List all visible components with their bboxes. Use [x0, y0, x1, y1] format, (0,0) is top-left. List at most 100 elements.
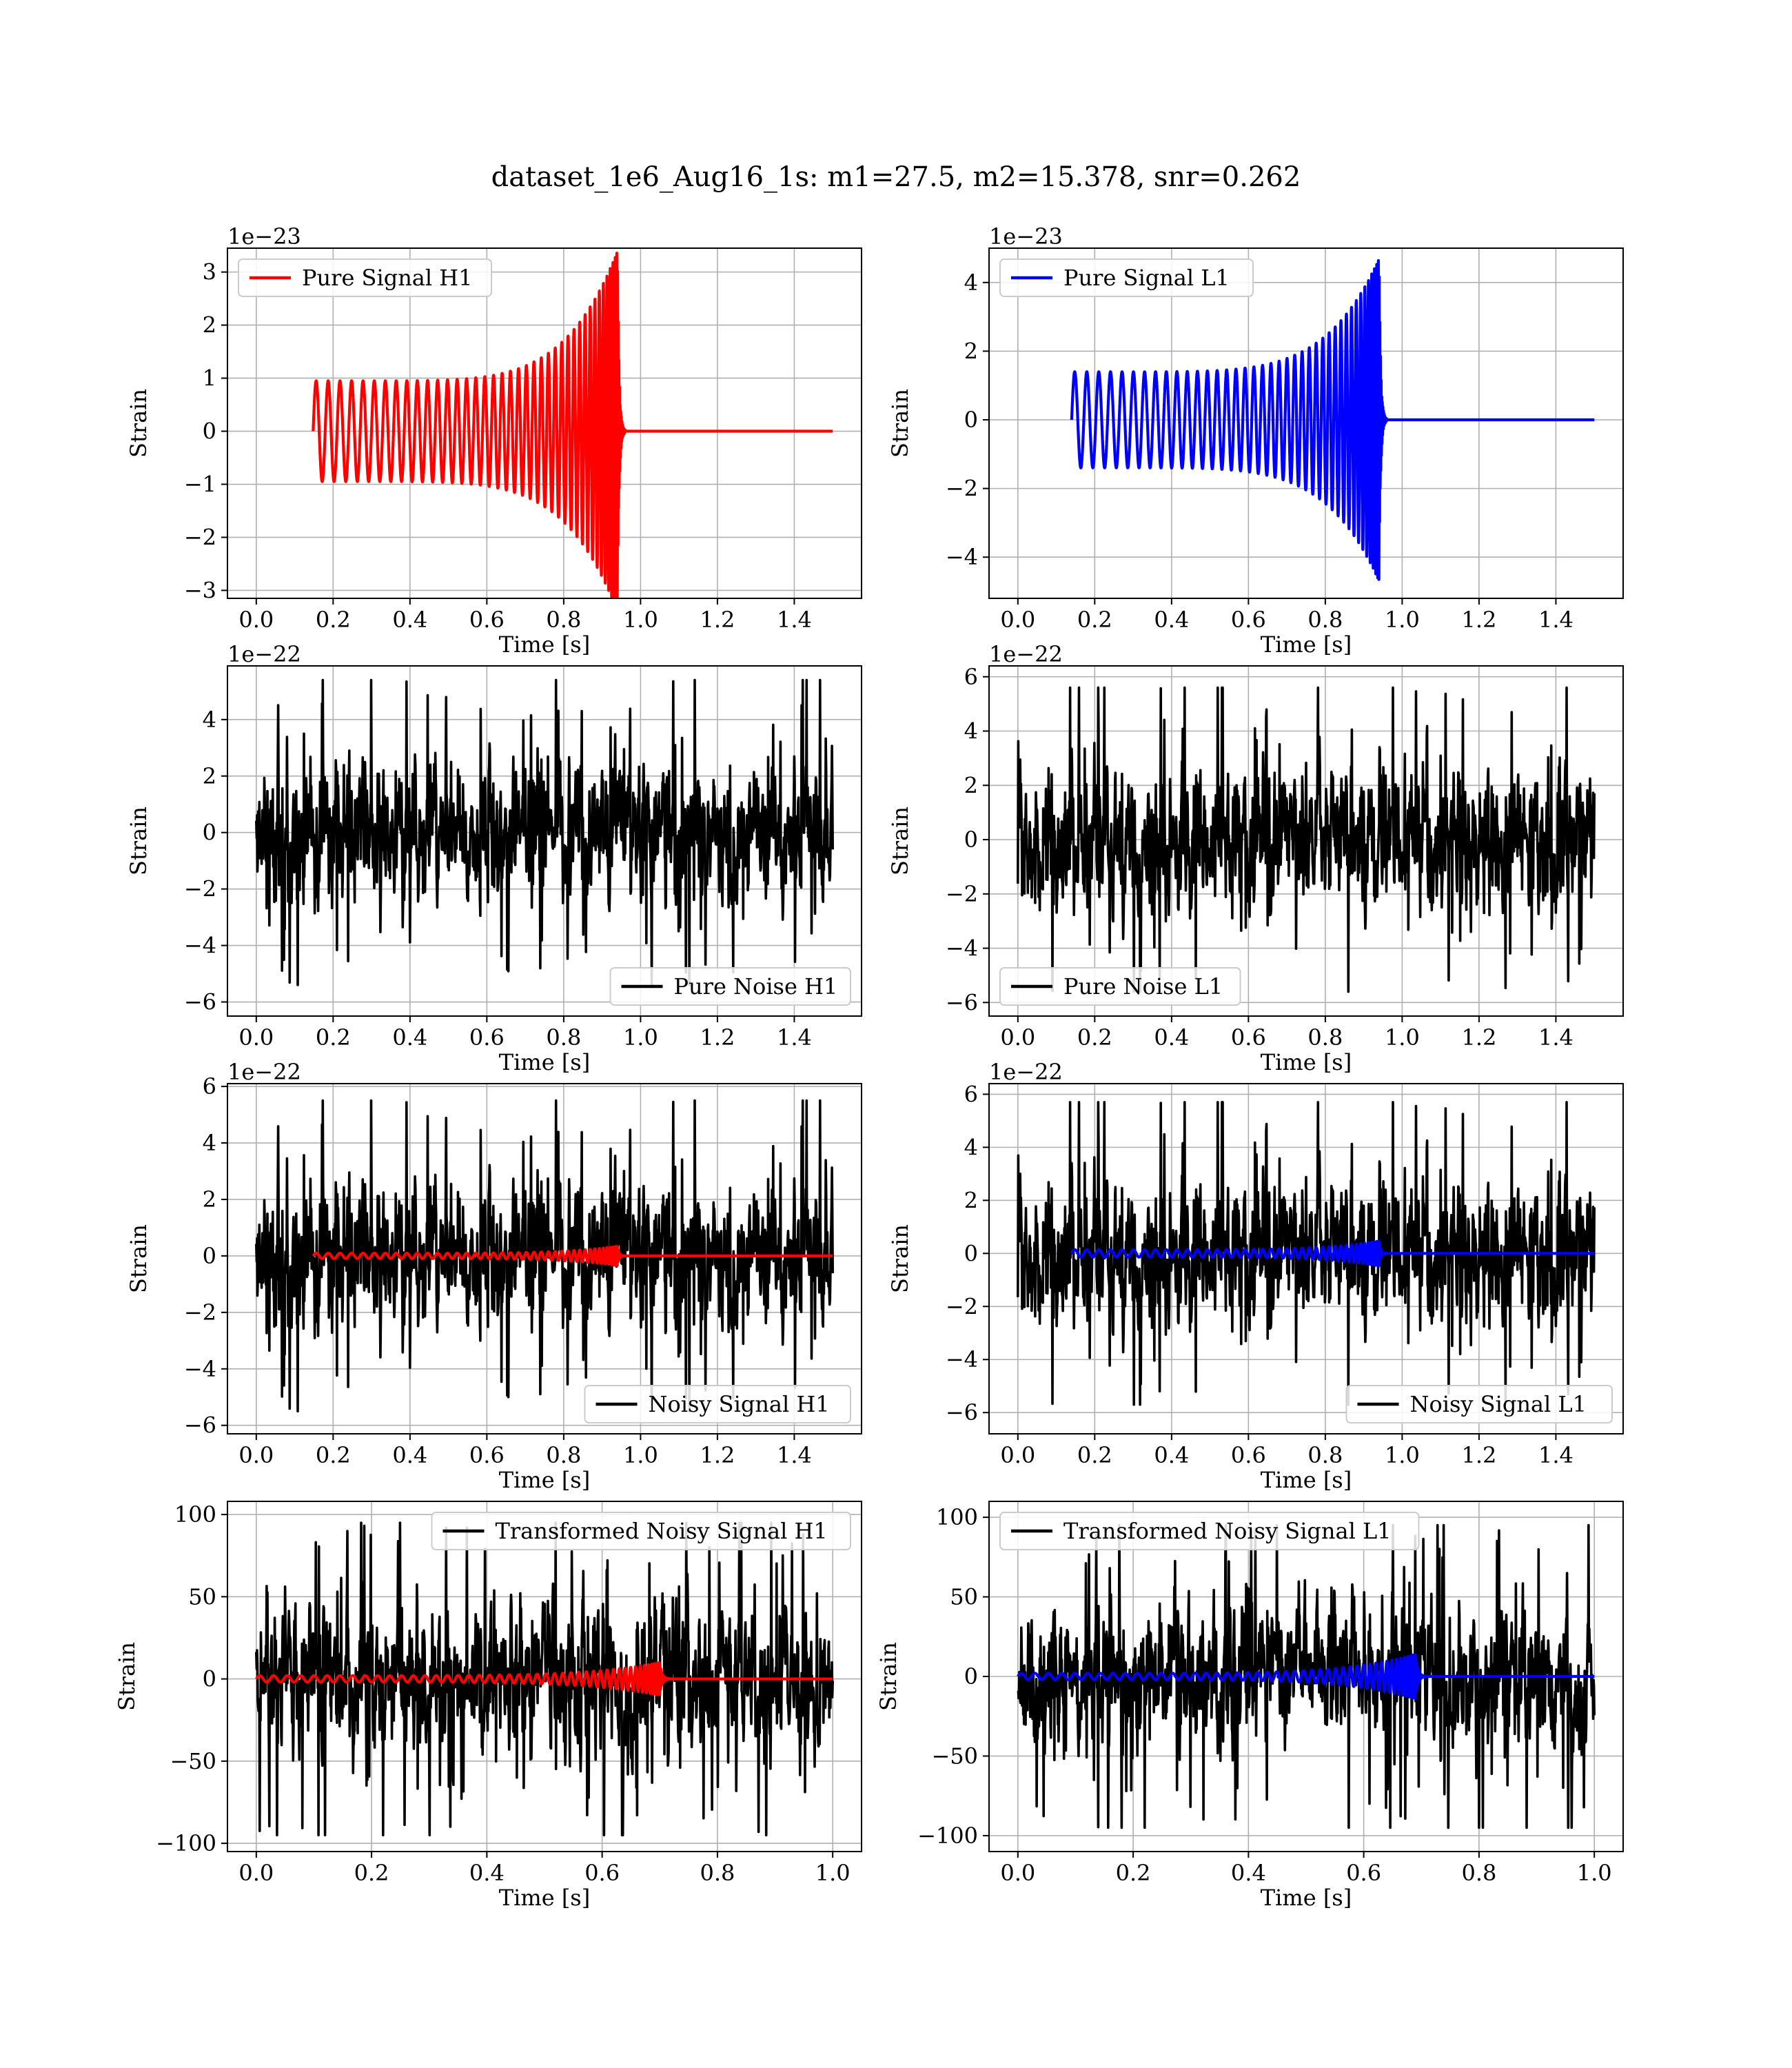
y-tick-label: 2: [203, 312, 216, 338]
x-tick-label: 0.4: [469, 1860, 505, 1886]
y-tick-label: −4: [184, 1356, 216, 1382]
y-tick-label: 0: [203, 820, 216, 846]
x-tick-label: 1.2: [700, 1442, 735, 1468]
y-tick-label: −4: [184, 933, 216, 959]
y-tick-label: 0: [964, 1663, 978, 1690]
x-tick-label: 0.6: [1231, 1442, 1266, 1468]
axis-offset-label: 1e−22: [989, 641, 1063, 667]
legend-label: Pure Noise L1: [1063, 973, 1223, 1000]
y-axis-label: Strain: [125, 1224, 152, 1293]
legend: Pure Noise H1: [609, 967, 851, 1006]
plot-area: [255, 678, 834, 986]
y-tick-label: −2: [946, 881, 978, 907]
panel-noisy-signal-h1: 0.0 0.2 0.4 0.6 0.8 1.0 1.2 1.4 −6 −4 −2 0 2 4 6 1e−22 T…: [125, 1059, 862, 1493]
panel-pure-noise-l1: 0.0 0.2 0.4 0.6 0.8 1.0 1.2 1.4 −6 −4 −2 0 2 4 6 1e−22 T…: [887, 641, 1624, 1075]
y-axis-label: Strain: [887, 1224, 913, 1293]
x-axis-label: Time [s]: [499, 631, 590, 658]
x-tick-label: 0.6: [469, 607, 505, 633]
series-line-noisy-signal-l1: [1017, 1101, 1596, 1406]
y-tick-label: 1: [203, 365, 216, 392]
y-tick-label: −3: [184, 577, 216, 603]
x-tick-label: 0.0: [238, 1024, 274, 1051]
y-tick-label: −2: [184, 876, 216, 902]
y-tick-label: −2: [184, 1299, 216, 1326]
x-tick-label: 1.0: [815, 1860, 851, 1886]
y-tick-label: 100: [936, 1504, 978, 1530]
y-axis-label: Strain: [887, 389, 913, 458]
y-tick-label: 0: [964, 407, 978, 433]
x-tick-label: 1.0: [623, 1442, 658, 1468]
y-tick-label: 4: [964, 1134, 978, 1160]
y-axis-label: Strain: [875, 1642, 902, 1711]
axes-frame: [988, 1083, 1624, 1435]
plot-area: [1016, 1523, 1596, 1829]
series-line-noisy-signal-h1: [255, 1099, 834, 1412]
x-tick-label: 0.2: [1077, 1024, 1112, 1051]
x-tick-label: 1.2: [1461, 607, 1496, 633]
x-tick-label: 0.6: [469, 1442, 505, 1468]
y-tick-label: −6: [946, 989, 978, 1015]
legend-label: Transformed Noisy Signal L1: [1063, 1518, 1392, 1544]
x-axis-label: Time [s]: [1261, 1885, 1352, 1911]
y-tick-label: −100: [917, 1823, 978, 1849]
y-tick-label: 2: [203, 1186, 216, 1213]
x-tick-label: 0.0: [1000, 1442, 1035, 1468]
y-tick-label: 2: [964, 338, 978, 364]
y-tick-label: 0: [203, 418, 216, 445]
y-tick-label: 4: [203, 707, 216, 733]
x-tick-label: 1.2: [1461, 1442, 1496, 1468]
legend-box: [238, 258, 492, 297]
x-tick-label: 1.0: [623, 607, 658, 633]
legend-label: Noisy Signal H1: [649, 1391, 830, 1417]
y-tick-label: −2: [184, 524, 216, 550]
panel-pure-signal-h1: 0.0 0.2 0.4 0.6 0.8 1.0 1.2 1.4 −3 −2 −1 0 1 2 3 1e−23 T…: [125, 223, 862, 658]
x-tick-label: 1.0: [1577, 1860, 1612, 1886]
series-line-pure-signal-h1: [312, 252, 833, 598]
x-tick-label: 0.2: [1116, 1860, 1151, 1886]
x-tick-label: 0.8: [1461, 1860, 1496, 1886]
x-tick-label: 0.2: [1077, 1442, 1112, 1468]
x-tick-label: 0.2: [316, 607, 351, 633]
y-tick-label: 50: [188, 1583, 216, 1610]
x-tick-label: 1.0: [623, 1024, 658, 1051]
panel-transformed-noisy-signal-l1: 0.0 0.2 0.4 0.6 0.8 1.0 −100 −50 0 50 100 Time [s] S…: [875, 1501, 1624, 1911]
series-line-chirp-overlay: [254, 1661, 833, 1696]
y-tick-label: −6: [184, 989, 216, 1015]
panel-transformed-noisy-signal-h1: 0.0 0.2 0.4 0.6 0.8 1.0 −100 −50 0 50 100 Time [s] S…: [114, 1501, 862, 1911]
x-tick-label: 1.0: [1385, 1442, 1420, 1468]
panel-noisy-signal-l1: 0.0 0.2 0.4 0.6 0.8 1.0 1.2 1.4 −6 −4 −2 0 2 4 6 1e−22 T…: [887, 1059, 1624, 1493]
x-tick-label: 1.4: [1538, 607, 1574, 633]
axis-offset-label: 1e−22: [227, 1059, 301, 1085]
x-tick-label: 0.8: [546, 1024, 581, 1051]
y-tick-label: 3: [203, 259, 216, 285]
x-tick-label: 0.0: [238, 1860, 274, 1886]
y-tick-label: 2: [964, 772, 978, 798]
x-tick-label: 0.4: [1154, 1442, 1189, 1468]
y-tick-label: −4: [946, 1346, 978, 1372]
x-tick-label: 0.4: [1231, 1860, 1266, 1886]
x-tick-label: 1.4: [777, 1442, 812, 1468]
series-line-pure-noise-l1: [1017, 686, 1596, 993]
axes-frame: [227, 665, 862, 1017]
legend-box: [999, 1512, 1420, 1550]
series-line-pure-noise-h1: [255, 678, 834, 986]
y-tick-label: −2: [946, 476, 978, 502]
y-tick-label: −4: [946, 935, 978, 962]
legend: Pure Signal L1: [999, 258, 1254, 297]
legend-box: [1345, 1385, 1613, 1423]
axes-frame: [988, 247, 1624, 599]
x-tick-label: 1.2: [700, 607, 735, 633]
legend: Noisy Signal L1: [1345, 1385, 1613, 1423]
x-tick-label: 0.4: [1154, 607, 1189, 633]
legend: Transformed Noisy Signal L1: [999, 1512, 1420, 1550]
y-tick-label: 100: [174, 1501, 216, 1528]
y-tick-label: 0: [203, 1666, 216, 1692]
axes-frame: [227, 1501, 862, 1852]
legend: Pure Signal H1: [238, 258, 492, 297]
y-tick-label: −1: [184, 472, 216, 498]
y-tick-label: 0: [964, 1240, 978, 1266]
x-tick-label: 0.8: [1307, 607, 1343, 633]
y-axis-label: Strain: [887, 807, 913, 875]
